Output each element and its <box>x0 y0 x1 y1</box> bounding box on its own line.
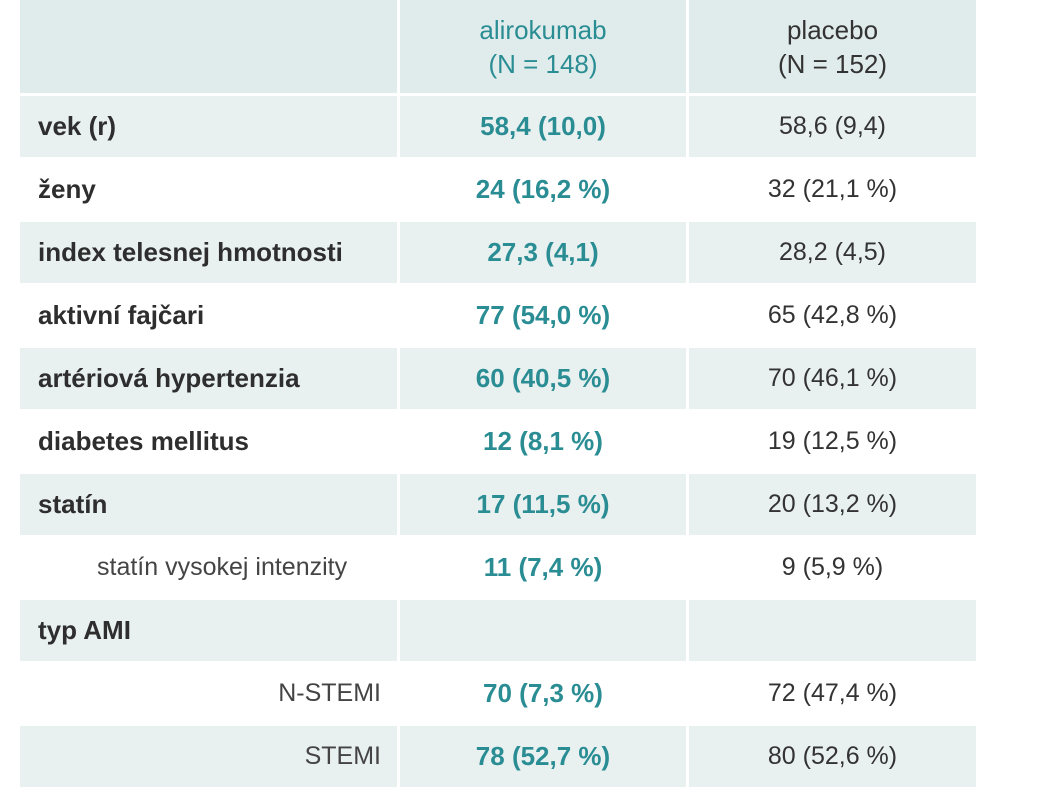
row-label: vek (r) <box>38 111 117 141</box>
table-row: diabetes mellitus 12 (8,1 %) 19 (12,5 %) <box>20 411 976 474</box>
header-placebo-n: (N = 152) <box>777 48 888 79</box>
row-label: index telesnej hmotnosti <box>38 237 343 267</box>
alirokumab-value: 77 (54,0 %) <box>397 285 686 346</box>
table-row: index telesnej hmotnosti 27,3 (4,1) 28,2… <box>20 222 976 285</box>
alirokumab-value: 27,3 (4,1) <box>397 222 686 283</box>
header-placebo-name: placebo <box>786 14 879 45</box>
placebo-value: 58,6 (9,4) <box>686 96 976 157</box>
alirokumab-value: 12 (8,1 %) <box>397 411 686 472</box>
alirokumab-value: 17 (11,5 %) <box>397 474 686 535</box>
table-row: statín vysokej intenzity 11 (7,4 %) 9 (5… <box>20 537 976 600</box>
row-label: diabetes mellitus <box>38 426 249 456</box>
placebo-value: 80 (52,6 %) <box>686 726 976 787</box>
row-label: typ AMI <box>38 615 131 645</box>
placebo-value: 72 (47,4 %) <box>686 663 976 724</box>
placebo-value: 9 (5,9 %) <box>686 537 976 598</box>
header-alirokumab-n: (N = 148) <box>488 48 598 79</box>
header-alirokumab-name: alirokumab <box>479 14 607 45</box>
placebo-value: 19 (12,5 %) <box>686 411 976 472</box>
placebo-value: 32 (21,1 %) <box>686 159 976 220</box>
alirokumab-value: 78 (52,7 %) <box>397 726 686 787</box>
row-label: statín <box>38 489 108 519</box>
placebo-value: 28,2 (4,5) <box>686 222 976 283</box>
header-placebo: placebo (N = 152) <box>686 0 976 93</box>
alirokumab-value: 70 (7,3 %) <box>397 663 686 724</box>
alirokumab-value: 58,4 (10,0) <box>397 96 686 157</box>
row-label-sub: N-STEMI <box>278 679 381 707</box>
table-row: vek (r) 58,4 (10,0) 58,6 (9,4) <box>20 96 976 159</box>
header-alirokumab: alirokumab (N = 148) <box>397 0 686 93</box>
alirokumab-value: 24 (16,2 %) <box>397 159 686 220</box>
row-label-sub: statín vysokej intenzity <box>97 553 348 581</box>
table-row: artériová hypertenzia 60 (40,5 %) 70 (46… <box>20 348 976 411</box>
placebo-value: 70 (46,1 %) <box>686 348 976 409</box>
table-row: N-STEMI 70 (7,3 %) 72 (47,4 %) <box>20 663 976 726</box>
table-row: typ AMI <box>20 600 976 663</box>
baseline-characteristics-table: alirokumab (N = 148) placebo (N = 152) v… <box>20 0 976 789</box>
header-label-cell <box>20 0 397 93</box>
row-label: artériová hypertenzia <box>38 363 300 393</box>
alirokumab-value <box>397 600 686 661</box>
row-label: ženy <box>38 174 96 204</box>
table-row: ženy 24 (16,2 %) 32 (21,1 %) <box>20 159 976 222</box>
alirokumab-value: 60 (40,5 %) <box>397 348 686 409</box>
table-header-row: alirokumab (N = 148) placebo (N = 152) <box>20 0 976 96</box>
placebo-value: 20 (13,2 %) <box>686 474 976 535</box>
table-row: aktivní fajčari 77 (54,0 %) 65 (42,8 %) <box>20 285 976 348</box>
row-label-sub: STEMI <box>304 742 381 770</box>
row-label: aktivní fajčari <box>38 300 205 330</box>
placebo-value: 65 (42,8 %) <box>686 285 976 346</box>
table-row: STEMI 78 (52,7 %) 80 (52,6 %) <box>20 726 976 789</box>
alirokumab-value: 11 (7,4 %) <box>397 537 686 598</box>
table-row: statín 17 (11,5 %) 20 (13,2 %) <box>20 474 976 537</box>
placebo-value <box>686 600 976 661</box>
